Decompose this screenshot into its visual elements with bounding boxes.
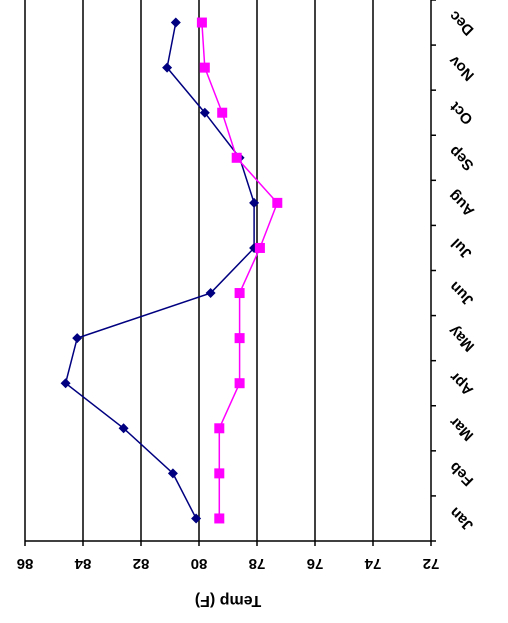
- category-label: Nov: [445, 52, 478, 85]
- series-2-point: [199, 62, 210, 73]
- value-tick-label: 84: [74, 555, 91, 572]
- series-1-point: [162, 62, 173, 73]
- category-label: Jun: [446, 278, 477, 309]
- series-2-point: [214, 513, 225, 524]
- series-1-point: [249, 197, 260, 208]
- series-1-point: [118, 423, 129, 434]
- axis-labels: 72 74 76 78 80 82 84 86 Jan Feb Mar Apr May Jun Jul Aug…: [17, 7, 478, 609]
- series-1-point: [72, 333, 83, 344]
- series-2-point: [214, 468, 225, 479]
- category-label: Oct: [447, 98, 477, 128]
- series-layer: [60, 17, 283, 524]
- series-1-point: [167, 468, 178, 479]
- series-1-point: [191, 513, 202, 524]
- series-1-point: [170, 17, 181, 28]
- value-tick-label: 78: [249, 555, 266, 572]
- series-1-line: [64, 22, 255, 519]
- category-label: Apr: [446, 368, 476, 398]
- category-label: Aug: [445, 187, 478, 220]
- series-2-point: [214, 423, 225, 434]
- value-tick-label: 82: [133, 555, 150, 572]
- value-tick-label: 72: [423, 555, 440, 572]
- series-2-point: [196, 17, 207, 28]
- gridlines: [24, 0, 374, 541]
- series-2-point: [231, 152, 242, 163]
- series-2-point: [272, 197, 283, 208]
- category-label: May: [445, 322, 478, 355]
- category-label: Dec: [446, 7, 477, 38]
- value-tick-label: 80: [191, 555, 208, 572]
- series-1-point: [205, 288, 216, 299]
- series-2-point: [254, 242, 265, 253]
- category-label: Jan: [446, 504, 476, 534]
- series-2-point: [234, 378, 245, 389]
- series-2-point: [234, 288, 245, 299]
- value-tick-label: 74: [364, 555, 381, 572]
- category-label: Feb: [446, 458, 477, 489]
- category-label: Jul: [448, 235, 475, 262]
- series-2-line: [201, 22, 279, 519]
- axes: [24, 0, 436, 546]
- series-1-point: [60, 378, 71, 389]
- value-tick-label: 76: [307, 555, 324, 572]
- category-label: Sep: [446, 142, 477, 173]
- series-1-point: [199, 107, 210, 118]
- series-2-point: [234, 333, 245, 344]
- category-label: Mar: [446, 413, 477, 444]
- series-2-point: [217, 107, 228, 118]
- value-tick-label: 86: [17, 555, 34, 572]
- value-axis-title: Temp (F): [195, 592, 261, 609]
